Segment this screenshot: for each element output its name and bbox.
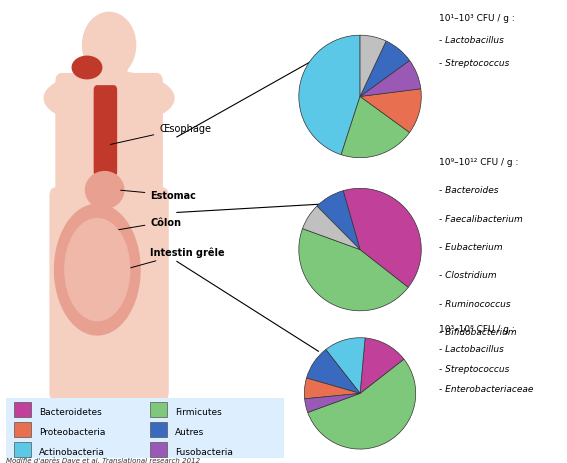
Ellipse shape: [83, 13, 136, 79]
Text: Œsophage: Œsophage: [111, 124, 211, 145]
Wedge shape: [360, 338, 404, 394]
Wedge shape: [317, 191, 360, 250]
Text: - Ruminococcus: - Ruminococcus: [439, 299, 511, 308]
Ellipse shape: [72, 57, 101, 80]
Wedge shape: [360, 36, 386, 97]
Wedge shape: [360, 42, 409, 97]
Wedge shape: [304, 394, 360, 413]
Wedge shape: [299, 229, 408, 311]
Text: 10⁹–10¹² CFU / g :: 10⁹–10¹² CFU / g :: [439, 157, 519, 166]
Text: Autres: Autres: [175, 427, 204, 436]
Text: Estomac: Estomac: [121, 191, 196, 201]
Wedge shape: [360, 61, 421, 97]
Text: Modifié d'après Dave et al. Translational research 2012: Modifié d'après Dave et al. Translationa…: [6, 456, 200, 463]
Text: - Streptococcus: - Streptococcus: [439, 364, 510, 373]
Text: Bacteroidetes: Bacteroidetes: [39, 407, 101, 416]
Wedge shape: [307, 350, 360, 394]
FancyBboxPatch shape: [0, 397, 289, 460]
Text: Proteobacteria: Proteobacteria: [39, 427, 105, 436]
Text: - Eubacterium: - Eubacterium: [439, 243, 503, 251]
Text: Côlon: Côlon: [115, 217, 181, 231]
Bar: [14, 442, 31, 457]
Bar: [150, 422, 167, 437]
Wedge shape: [308, 359, 416, 449]
Text: - Enterobacteriaceae: - Enterobacteriaceae: [439, 384, 534, 393]
Text: - Clostridium: - Clostridium: [439, 271, 497, 280]
Text: - Lactobacillus: - Lactobacillus: [439, 37, 504, 45]
Bar: [14, 422, 31, 437]
Ellipse shape: [44, 72, 174, 125]
Text: 10¹–10³ CFU / g :: 10¹–10³ CFU / g :: [439, 14, 515, 23]
Wedge shape: [341, 97, 409, 158]
Text: - Streptococcus: - Streptococcus: [439, 59, 510, 68]
Wedge shape: [304, 378, 360, 399]
Ellipse shape: [54, 205, 140, 335]
Text: Fusobacteria: Fusobacteria: [175, 447, 233, 456]
Wedge shape: [343, 189, 421, 288]
Text: Intestin grêle: Intestin grêle: [104, 247, 225, 275]
Bar: [150, 442, 167, 457]
Text: 10³–10⁸ CFU / g :: 10³–10⁸ CFU / g :: [439, 324, 515, 333]
Text: - Lactobacillus: - Lactobacillus: [439, 344, 504, 353]
Bar: [14, 402, 31, 418]
Ellipse shape: [86, 172, 124, 209]
FancyBboxPatch shape: [91, 54, 127, 95]
Text: Actinobacteria: Actinobacteria: [39, 447, 105, 456]
Text: - Bifidobacterium: - Bifidobacterium: [439, 327, 517, 337]
FancyBboxPatch shape: [50, 188, 168, 400]
Wedge shape: [326, 338, 365, 394]
Bar: [150, 402, 167, 418]
FancyBboxPatch shape: [56, 75, 162, 221]
Text: - Bacteroides: - Bacteroides: [439, 186, 499, 195]
Ellipse shape: [65, 219, 130, 321]
Wedge shape: [299, 36, 360, 156]
Wedge shape: [303, 206, 360, 250]
Text: Firmicutes: Firmicutes: [175, 407, 222, 416]
FancyBboxPatch shape: [94, 87, 116, 176]
Text: - Faecalibacterium: - Faecalibacterium: [439, 214, 523, 223]
Wedge shape: [360, 89, 421, 133]
